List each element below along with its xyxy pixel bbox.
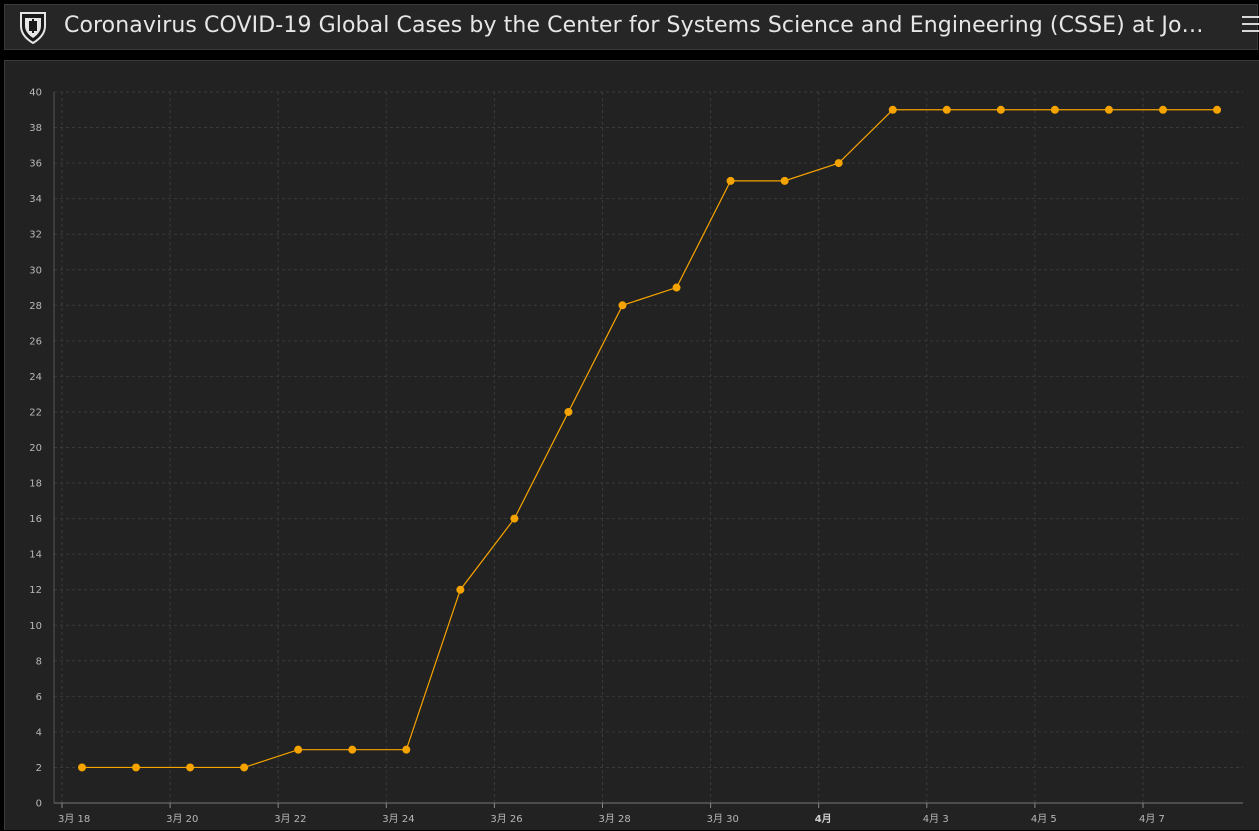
y-tick-label: 30 bbox=[29, 265, 42, 276]
y-tick-label: 10 bbox=[29, 621, 42, 632]
x-tick-label: 3月 24 bbox=[382, 813, 414, 825]
data-point bbox=[240, 763, 249, 772]
y-tick-label: 6 bbox=[36, 692, 42, 703]
x-tick-label: 3月 26 bbox=[490, 813, 522, 825]
app-header: Coronavirus COVID-19 Global Cases by the… bbox=[0, 0, 1259, 54]
x-tick-label: 4月 7 bbox=[1139, 813, 1165, 825]
data-point bbox=[78, 763, 86, 772]
data-point bbox=[402, 745, 411, 754]
data-point bbox=[294, 745, 303, 754]
data-point bbox=[132, 763, 141, 772]
y-tick-label: 22 bbox=[29, 407, 42, 418]
x-tick-label: 4月 5 bbox=[1031, 813, 1057, 825]
y-tick-label: 8 bbox=[36, 656, 42, 667]
y-tick-label: 12 bbox=[29, 585, 42, 596]
y-tick-label: 40 bbox=[29, 88, 42, 99]
university-shield-icon bbox=[20, 12, 46, 44]
series-line bbox=[82, 109, 1218, 769]
data-point bbox=[618, 301, 627, 310]
data-point bbox=[1050, 105, 1059, 114]
x-tick-label: 3月 22 bbox=[274, 813, 306, 825]
y-tick-label: 2 bbox=[36, 763, 42, 774]
x-tick-label: 4月 bbox=[815, 813, 832, 825]
data-point bbox=[456, 585, 465, 594]
y-tick-label: 18 bbox=[29, 479, 42, 490]
data-point bbox=[888, 105, 897, 114]
y-tick-label: 38 bbox=[29, 123, 42, 134]
data-point bbox=[780, 176, 789, 185]
dashboard-title: Coronavirus COVID-19 Global Cases by the… bbox=[64, 13, 1214, 38]
x-tick-label: 3月 30 bbox=[707, 813, 739, 825]
y-tick-label: 28 bbox=[29, 301, 42, 312]
chart-panel: 0 2 4 6 8 10 12 14 16 18 20 22 24 26 28 30 32 34 36 38 40 3月 … bbox=[4, 60, 1259, 830]
y-tick-label: 20 bbox=[29, 443, 42, 454]
data-point bbox=[942, 105, 951, 114]
data-point bbox=[1213, 105, 1222, 114]
data-point bbox=[672, 283, 681, 292]
x-tick-label: 3月 20 bbox=[166, 813, 198, 825]
data-point bbox=[348, 745, 357, 754]
x-tick-label: 3月 18 bbox=[58, 813, 90, 825]
y-tick-label: 34 bbox=[29, 194, 42, 205]
title-bar bbox=[4, 4, 1258, 50]
y-tick-label: 4 bbox=[36, 727, 42, 738]
y-tick-label: 14 bbox=[29, 550, 42, 561]
data-point bbox=[726, 176, 735, 185]
data-point bbox=[564, 407, 573, 416]
x-tick-label: 3月 28 bbox=[599, 813, 631, 825]
data-point bbox=[1104, 105, 1113, 114]
x-tick-label: 4月 3 bbox=[923, 813, 949, 825]
y-tick-label: 0 bbox=[36, 799, 42, 810]
y-tick-label: 36 bbox=[29, 159, 42, 170]
cases-line-chart: 02468101214161820222426283032343638403月 … bbox=[29, 88, 1243, 825]
data-point bbox=[186, 763, 195, 772]
data-point bbox=[996, 105, 1005, 114]
y-tick-label: 32 bbox=[29, 230, 42, 241]
hamburger-menu-icon[interactable] bbox=[1242, 16, 1259, 36]
y-tick-label: 26 bbox=[29, 336, 42, 347]
data-point bbox=[834, 159, 843, 168]
data-point bbox=[1159, 105, 1167, 114]
data-point bbox=[510, 514, 519, 523]
y-tick-label: 16 bbox=[29, 514, 42, 525]
y-tick-label: 24 bbox=[29, 372, 42, 383]
